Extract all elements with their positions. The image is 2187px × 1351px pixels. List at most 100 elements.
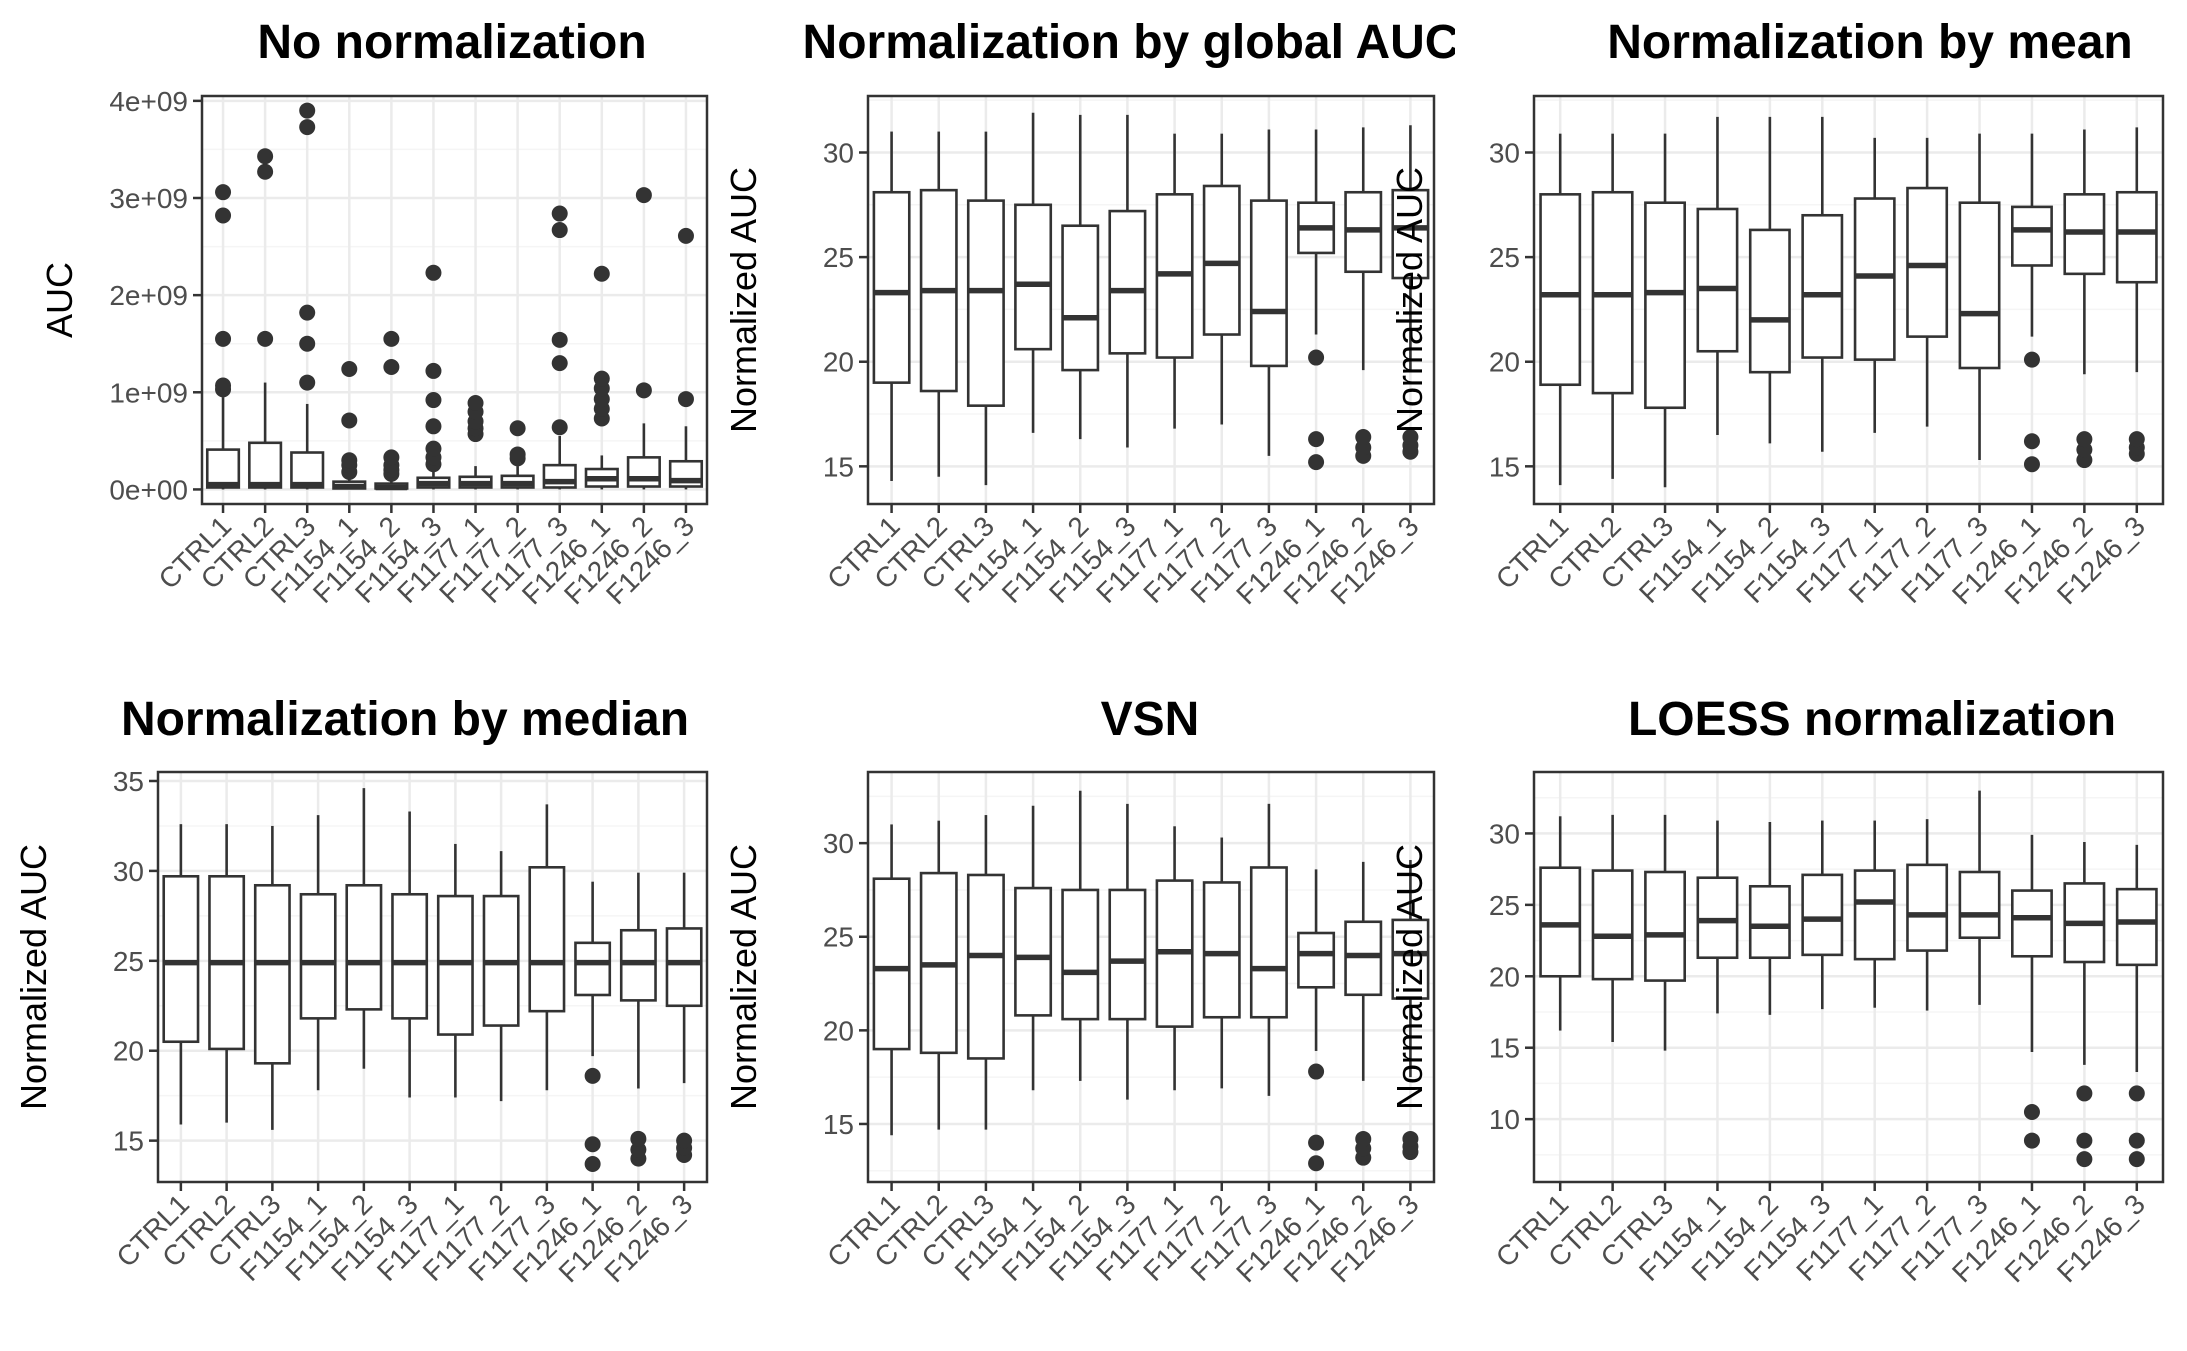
outlier-point — [509, 420, 526, 437]
plot-background — [202, 96, 707, 504]
outlier-point — [257, 148, 274, 165]
interquartile-box — [574, 941, 612, 997]
outlier-point — [383, 359, 400, 376]
panel-title: LOESS normalization — [1628, 693, 2116, 746]
box-f1177-2 — [1906, 819, 1949, 1011]
panel-normalization-by-mean: 15202530CTRL1CTRL2CTRL3F1154_1F1154_2F11… — [1389, 16, 2165, 610]
outlier-point — [1308, 349, 1325, 366]
interquartile-box — [1748, 228, 1791, 374]
outlier-point — [215, 207, 232, 224]
y-tick-label: 4e+09 — [109, 86, 188, 117]
interquartile-box — [528, 866, 566, 1013]
box-f1154-1 — [1014, 805, 1053, 1091]
interquartile-box — [1801, 213, 1844, 359]
box-f1177-2 — [1906, 137, 1949, 427]
box-ctrl3 — [253, 825, 291, 1130]
box-ctrl3 — [1644, 814, 1686, 1051]
plot-background — [868, 772, 1434, 1182]
outlier-point — [677, 391, 694, 408]
box-f1246-1 — [574, 881, 612, 1173]
interquartile-box — [1958, 870, 2001, 940]
outlier-point — [299, 304, 316, 321]
outlier-point — [299, 374, 316, 391]
y-axis-title: Normalized AUC — [1389, 167, 1430, 433]
box-f1177-1 — [1853, 820, 1896, 1008]
y-tick-label: 0e+00 — [109, 474, 188, 505]
interquartile-box — [299, 892, 337, 1020]
panel-border — [156, 770, 709, 1184]
outlier-point — [299, 102, 316, 119]
y-tick-label: 35 — [113, 766, 144, 797]
outlier-point — [1308, 454, 1325, 471]
outlier-point — [2128, 431, 2145, 448]
outlier-point — [215, 377, 232, 394]
interquartile-box — [2011, 205, 2053, 267]
box-f1246-2 — [619, 872, 657, 1167]
box-f1246-1 — [2011, 834, 2053, 1149]
y-axis-title: Normalized AUC — [1389, 844, 1430, 1110]
panel-title: Normalization by global AUC — [803, 16, 1460, 69]
interquartile-box — [1539, 193, 1582, 387]
box-f1246-1 — [1297, 869, 1336, 1172]
box-f1246-1 — [2011, 133, 2053, 473]
interquartile-box — [1906, 863, 1949, 952]
outlier-point — [551, 222, 568, 239]
outlier-point — [2076, 1085, 2093, 1102]
interquartile-box — [1249, 199, 1288, 368]
outlier-point — [584, 1156, 601, 1173]
panel-border — [200, 94, 709, 506]
interquartile-box — [1539, 866, 1582, 978]
outlier-point — [383, 449, 400, 466]
panel-border — [866, 94, 1436, 506]
y-tick-label: 15 — [1489, 1033, 1520, 1064]
box-f1177-3 — [528, 804, 566, 1091]
box-f1177-3 — [1958, 133, 2001, 461]
interquartile-box — [1696, 207, 1739, 353]
outlier-point — [2128, 1132, 2145, 1149]
y-axis-title: AUC — [39, 262, 80, 338]
y-tick-label: 25 — [1489, 242, 1520, 273]
outlier-point — [584, 1136, 601, 1153]
panel-title: VSN — [1101, 693, 1200, 746]
interquartile-box — [1801, 873, 1844, 957]
interquartile-box — [1591, 869, 1634, 981]
plot-background — [158, 772, 707, 1182]
outlier-point — [593, 265, 610, 282]
box-f1246-1 — [584, 265, 619, 490]
outlier-point — [425, 418, 442, 435]
panel-normalization-by-global-auc: 15202530CTRL1CTRL2CTRL3F1154_1F1154_2F11… — [723, 16, 1460, 610]
box-f1154-1 — [1696, 116, 1739, 435]
outlier-point — [2023, 1132, 2040, 1149]
outlier-point — [1355, 429, 1372, 446]
y-axis-title: Normalized AUC — [723, 167, 764, 433]
interquartile-box — [1108, 888, 1147, 1021]
box-f1246-2 — [626, 187, 661, 490]
panel-vsn: 15202530CTRL1CTRL2CTRL3F1154_1F1154_2F11… — [723, 693, 1436, 1288]
outlier-point — [1308, 431, 1325, 448]
interquartile-box — [1391, 188, 1430, 280]
interquartile-box — [966, 199, 1005, 407]
outlier-point — [1308, 1063, 1325, 1080]
interquartile-box — [1202, 881, 1241, 1019]
panel-loess-normalization: 1015202530CTRL1CTRL2CTRL3F1154_1F1154_2F… — [1389, 693, 2165, 1288]
box-f1154-2 — [1061, 114, 1100, 440]
box-f1154-3 — [1108, 114, 1147, 448]
box-f1177-3 — [1958, 790, 2001, 1005]
box-ctrl1 — [1539, 133, 1582, 486]
outlier-point — [467, 394, 484, 411]
box-f1246-2 — [1344, 861, 1383, 1166]
y-tick-label: 25 — [1489, 890, 1520, 921]
outlier-point — [2023, 456, 2040, 473]
interquartile-box — [345, 883, 383, 1011]
box-ctrl2 — [208, 824, 246, 1123]
outlier-point — [584, 1067, 601, 1084]
interquartile-box — [1853, 197, 1896, 361]
box-ctrl1 — [162, 824, 200, 1125]
outlier-point — [635, 382, 652, 399]
y-tick-label: 20 — [1489, 347, 1520, 378]
y-tick-label: 15 — [1489, 451, 1520, 482]
box-f1154-3 — [416, 264, 451, 490]
outlier-point — [299, 335, 316, 352]
box-f1177-1 — [1155, 133, 1194, 429]
box-f1177-1 — [1853, 137, 1896, 433]
